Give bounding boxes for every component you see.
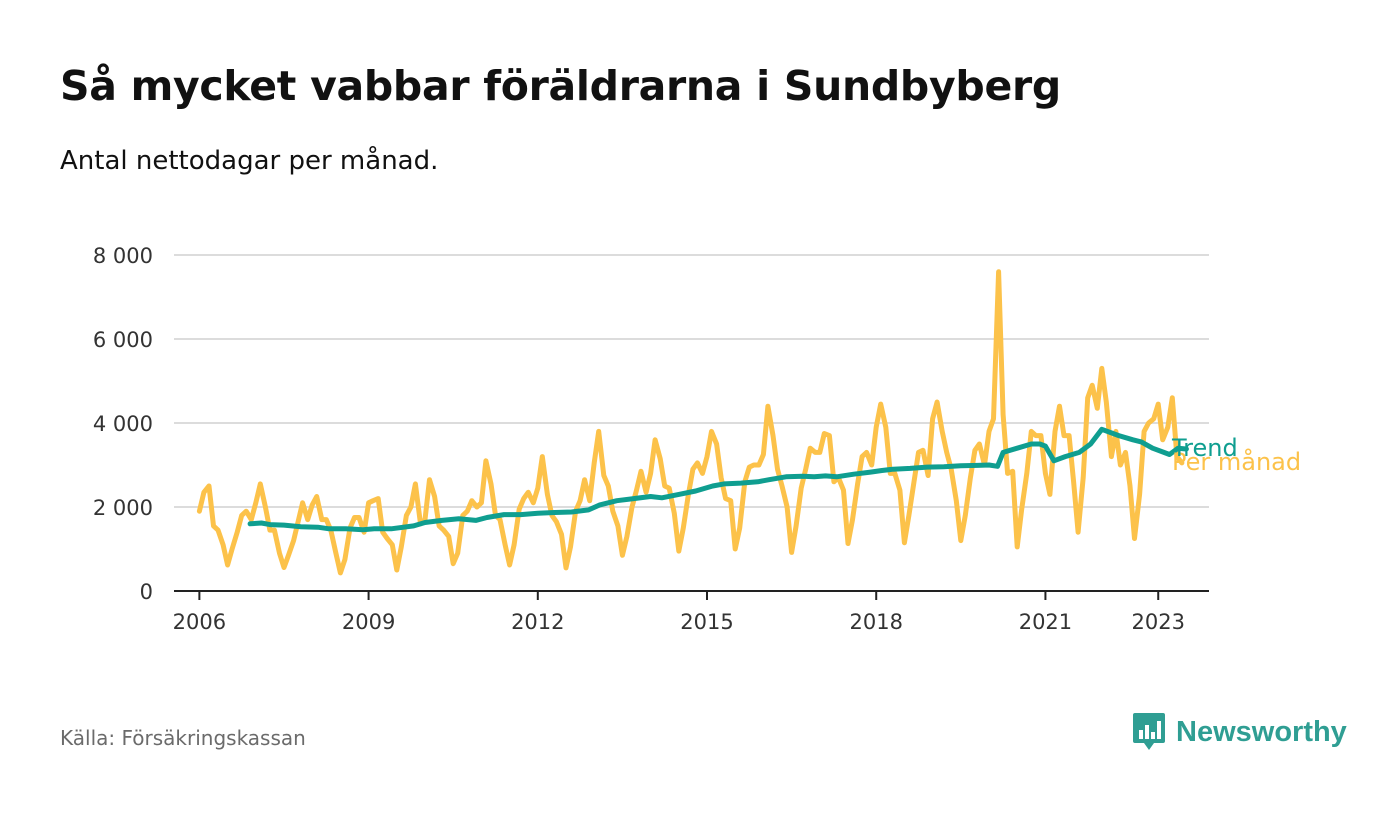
x-tick-label: 2021 <box>1019 610 1072 634</box>
y-tick-label: 0 <box>140 580 153 604</box>
x-tick-label: 2006 <box>173 610 226 634</box>
chart-title: Så mycket vabbar föräldrarna i Sundbyber… <box>60 62 1061 110</box>
series-label-trend: Trend <box>1171 434 1238 462</box>
series-lines <box>196 269 1189 576</box>
gridlines <box>174 254 1209 592</box>
brand-logo: Newsworthy <box>1132 712 1347 752</box>
series-label-per-manad: Per månad <box>1172 447 1301 476</box>
brand-name: Newsworthy <box>1176 715 1347 748</box>
x-tick-label: 2018 <box>849 610 902 634</box>
y-axis-ticks: 0 2 000 4 000 6 000 8 000 <box>93 244 153 604</box>
x-tick-label: 2012 <box>511 610 564 634</box>
chart-subtitle: Antal nettodagar per månad. <box>60 146 439 176</box>
x-axis-ticks: 2006 2009 2012 2015 2018 2021 2023 <box>173 591 1185 634</box>
y-tick-label: 6 000 <box>93 328 153 352</box>
x-tick-label: 2023 <box>1132 610 1185 634</box>
y-tick-label: 2 000 <box>93 496 153 520</box>
bar-chart-badge-icon <box>1133 713 1165 750</box>
x-tick-label: 2015 <box>680 610 733 634</box>
source-note: Källa: Försäkringskassan <box>60 726 306 750</box>
y-tick-label: 8 000 <box>93 244 153 268</box>
y-tick-label: 4 000 <box>93 412 153 436</box>
x-tick-label: 2009 <box>342 610 395 634</box>
series-line-trend <box>247 426 1189 533</box>
